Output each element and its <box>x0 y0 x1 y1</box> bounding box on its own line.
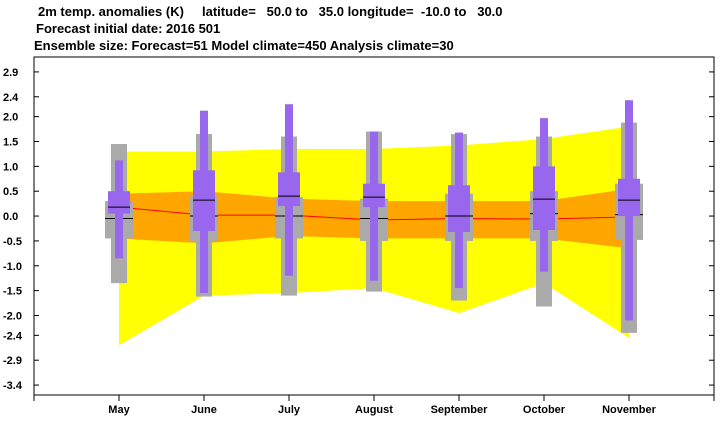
box-group-june <box>190 110 218 297</box>
y-tick-label: 2.9 <box>3 67 18 79</box>
y-tick-label: 1.5 <box>3 137 18 149</box>
forecast-box-may <box>108 191 130 214</box>
y-tick-label: -2.4 <box>3 330 23 342</box>
y-tick-label: 2.4 <box>3 92 19 104</box>
chart-title-line-3: Ensemble size: Forecast=51 Model climate… <box>34 38 454 53</box>
x-tick-label-may: May <box>108 404 130 416</box>
box-group-october <box>530 118 558 307</box>
x-tick-label-july: July <box>278 404 301 416</box>
x-tick-label-september: September <box>431 404 489 416</box>
y-tick-label: 2.0 <box>3 112 18 124</box>
y-tick-label: -2.0 <box>3 310 22 322</box>
y-tick-label: -1.0 <box>3 261 22 273</box>
y-tick-label: -1.5 <box>3 286 22 298</box>
x-tick-label-november: November <box>602 404 657 416</box>
forecast-box-november <box>618 178 640 217</box>
x-tick-label-october: October <box>523 404 566 416</box>
box-group-may <box>105 143 133 284</box>
x-tick-label-august: August <box>355 404 393 416</box>
box-group-july <box>275 104 303 296</box>
y-tick-label: -0.5 <box>3 236 22 248</box>
chart-title-line-2: Forecast initial date: 2016 501 <box>36 21 221 36</box>
y-tick-label: -2.9 <box>3 355 22 367</box>
y-tick-label: 1.0 <box>3 161 18 173</box>
forecast-box-july <box>278 172 300 207</box>
chart-title-line-1: 2m temp. anomalies (K) latitude= 50.0 to… <box>38 4 503 19</box>
x-tick-label-june: June <box>191 404 217 416</box>
axes-layer: 2.9 2.4 2.0 1.5 1.0 0.5 0.0 -0.5 -1.0 -1.5 -2.0 -2.… <box>3 56 715 416</box>
box-group-september <box>445 132 473 301</box>
boxes-layer <box>105 100 643 333</box>
y-tick-label: 0.5 <box>3 186 18 198</box>
y-tick-label: 0.0 <box>3 211 18 223</box>
box-group-november <box>615 100 643 333</box>
forecast-box-october <box>533 166 555 230</box>
box-group-august <box>360 131 388 292</box>
y-tick-label: -3.4 <box>3 380 23 392</box>
forecast-box-august <box>363 183 385 208</box>
forecast-box-september <box>448 185 470 232</box>
